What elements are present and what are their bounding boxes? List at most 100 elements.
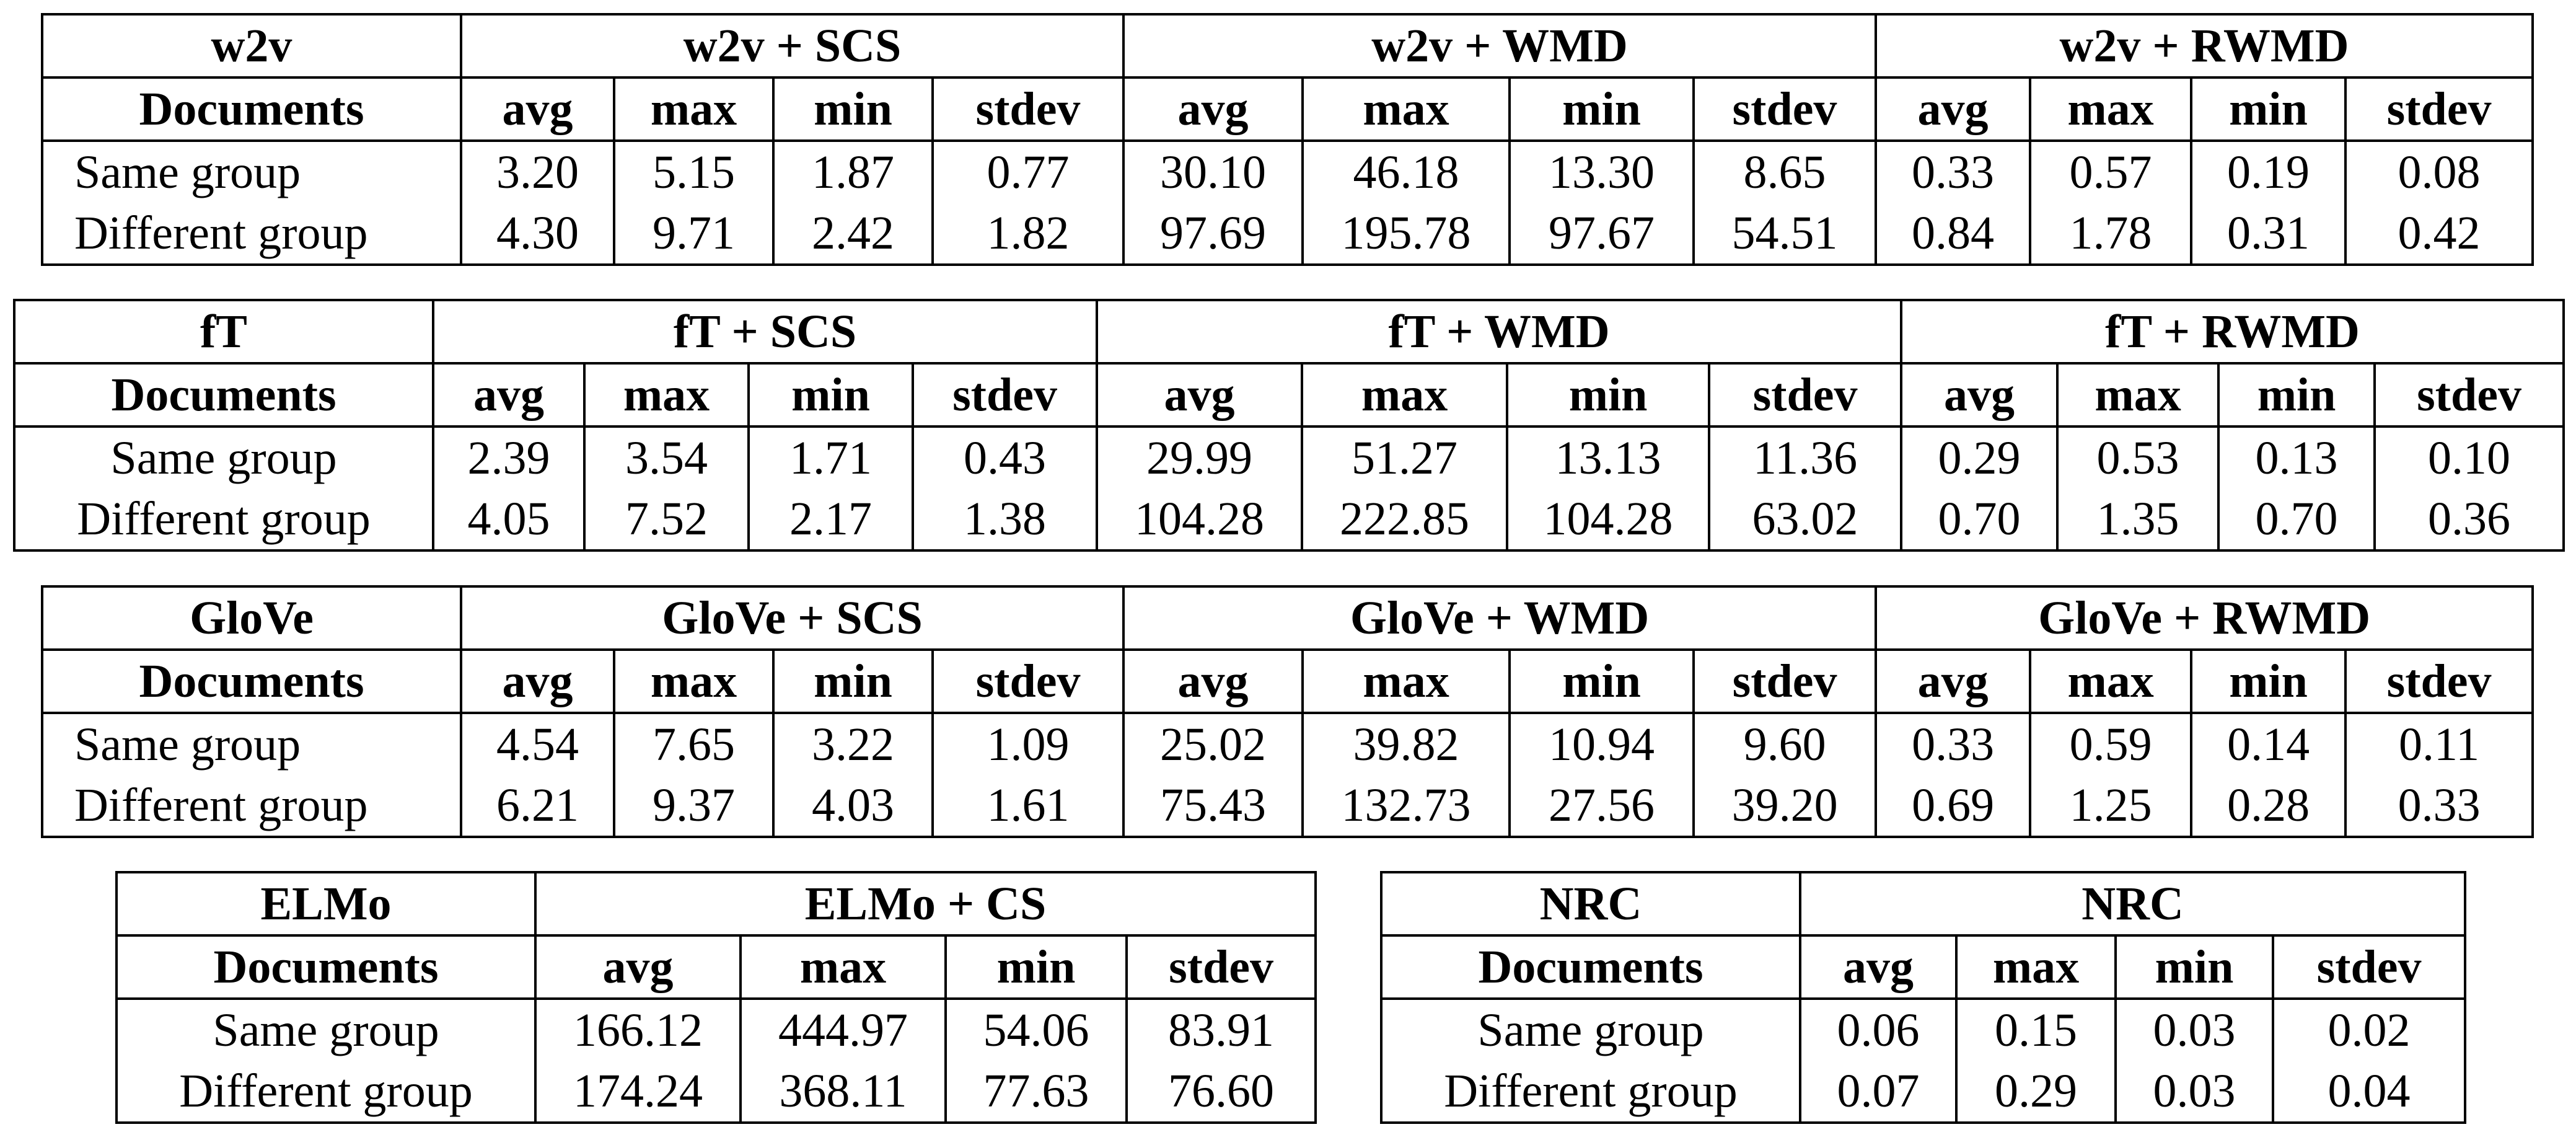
stat-header: avg <box>1096 363 1304 428</box>
cell-value: 0.53 <box>2056 426 2220 488</box>
cell-value: 0.33 <box>1875 713 2032 775</box>
stats-table: w2v w2v + SCS w2v + WMD w2v + RWMD Documents… <box>41 13 2534 266</box>
cell-value: 0.08 <box>2344 141 2534 203</box>
stat-header: min <box>2190 650 2347 714</box>
cell-value: 54.06 <box>944 999 1128 1061</box>
cell-value: 25.02 <box>1122 713 1304 775</box>
cell-value: 39.20 <box>1692 775 1878 837</box>
cell-value: 76.60 <box>1125 1061 1317 1123</box>
cell-value: 0.77 <box>931 141 1125 203</box>
data-row: Different group 4.05 7.52 2.17 1.38 104.28 222… <box>13 488 2565 550</box>
stat-header: stdev <box>1692 650 1878 714</box>
cell-value: 30.10 <box>1122 141 1304 203</box>
cell-value: 0.29 <box>1955 1061 2117 1123</box>
group-header-row: w2v w2v + SCS w2v + WMD w2v + RWMD <box>41 14 2534 79</box>
stat-header-row: Documents avg max min stdev avg max min stdev avg… <box>41 650 2534 714</box>
cell-value: 9.71 <box>613 203 775 265</box>
stats-table: GloVe GloVe + SCS GloVe + WMD GloVe + RWMD D… <box>41 585 2534 838</box>
group-header: fT + RWMD <box>1900 300 2565 365</box>
cell-value: 0.11 <box>2344 713 2534 775</box>
cell-value: 8.65 <box>1692 141 1877 203</box>
cell-value: 7.52 <box>583 488 750 550</box>
cell-value: 1.78 <box>2029 203 2192 265</box>
stat-header: max <box>2029 650 2193 714</box>
stat-header-row: Documents avg max min stdev <box>115 935 1317 1000</box>
cell-value: 4.30 <box>460 203 615 265</box>
group-header: GloVe + SCS <box>459 586 1125 651</box>
cell-value: 83.91 <box>1125 999 1317 1061</box>
stat-header: avg <box>1799 935 1958 1000</box>
cell-value: 77.63 <box>944 1061 1128 1123</box>
row-header: Documents <box>1380 935 1801 1000</box>
stat-header: max <box>739 935 947 1000</box>
cell-value: 0.59 <box>2029 713 2193 775</box>
row-header: Documents <box>41 650 462 714</box>
stat-header: avg <box>534 935 742 1000</box>
stat-header: stdev <box>1692 77 1877 142</box>
stat-header: min <box>1506 363 1711 428</box>
cell-value: 0.33 <box>2344 775 2534 837</box>
cell-value: 0.69 <box>1875 775 2032 837</box>
row-label: Same group <box>41 713 462 775</box>
data-row: Same group 0.06 0.15 0.03 0.02 <box>1380 999 2467 1061</box>
cell-value: 0.10 <box>2373 426 2565 488</box>
cell-value: 1.61 <box>931 775 1125 837</box>
stat-header: avg <box>432 363 586 428</box>
cell-value: 0.70 <box>2217 488 2376 550</box>
stat-header-row: Documents avg max min stdev avg max min stdev avg… <box>13 363 2565 428</box>
cell-value: 0.03 <box>2114 999 2274 1061</box>
data-row: Same group 3.20 5.15 1.87 0.77 30.10 46.18 13.3… <box>41 141 2534 203</box>
row-label: Different group <box>41 775 462 837</box>
stat-header: stdev <box>2344 77 2534 142</box>
cell-value: 0.42 <box>2344 203 2534 265</box>
stat-header-row: Documents avg max min stdev <box>1380 935 2467 1000</box>
data-row: Different group 4.30 9.71 2.42 1.82 97.69 195.… <box>41 203 2534 265</box>
stat-header: avg <box>1875 650 2032 714</box>
cell-value: 0.36 <box>2373 488 2565 550</box>
cell-value: 195.78 <box>1301 203 1511 265</box>
stat-header: max <box>1301 77 1511 142</box>
row-label: Different group <box>1380 1061 1801 1123</box>
table-title: ELMo <box>115 872 537 937</box>
data-row: Same group 2.39 3.54 1.71 0.43 29.99 51.27 13.1… <box>13 426 2565 488</box>
group-header-row: fT fT + SCS fT + WMD fT + RWMD <box>13 300 2565 365</box>
cell-value: 0.03 <box>2114 1061 2274 1123</box>
row-header: Documents <box>41 77 462 142</box>
row-label: Different group <box>41 203 462 265</box>
cell-value: 444.97 <box>739 999 947 1061</box>
stat-header: min <box>2217 363 2376 428</box>
stat-header: stdev <box>2344 650 2534 714</box>
cell-value: 9.37 <box>613 775 775 837</box>
cell-value: 0.15 <box>1955 999 2117 1061</box>
stat-header: stdev <box>2271 935 2467 1000</box>
cell-value: 51.27 <box>1301 426 1509 488</box>
stat-header: min <box>772 77 934 142</box>
cell-value: 3.54 <box>583 426 750 488</box>
cell-value: 2.42 <box>772 203 934 265</box>
cell-value: 29.99 <box>1096 426 1304 488</box>
cell-value: 13.30 <box>1508 141 1695 203</box>
row-label: Different group <box>13 488 434 550</box>
table-title: w2v <box>41 14 462 79</box>
cell-value: 9.60 <box>1692 713 1878 775</box>
stat-header: min <box>2114 935 2274 1000</box>
stat-header: avg <box>1122 650 1304 714</box>
cell-value: 222.85 <box>1301 488 1509 550</box>
group-header: GloVe + WMD <box>1122 586 1878 651</box>
stats-table: fT fT + SCS fT + WMD fT + RWMD Documents avg m… <box>13 299 2565 552</box>
cell-value: 0.84 <box>1875 203 2031 265</box>
cell-value: 0.29 <box>1900 426 2059 488</box>
stat-header: max <box>613 77 775 142</box>
cell-value: 97.69 <box>1122 203 1304 265</box>
cell-value: 5.15 <box>613 141 775 203</box>
group-header: GloVe + RWMD <box>1875 586 2534 651</box>
stat-header: max <box>1301 363 1509 428</box>
cell-value: 1.38 <box>911 488 1099 550</box>
cell-value: 0.33 <box>1875 141 2031 203</box>
stat-header: max <box>1955 935 2117 1000</box>
cell-value: 166.12 <box>534 999 742 1061</box>
stat-header: stdev <box>911 363 1099 428</box>
stat-header: avg <box>1900 363 2059 428</box>
cell-value: 4.54 <box>460 713 615 775</box>
